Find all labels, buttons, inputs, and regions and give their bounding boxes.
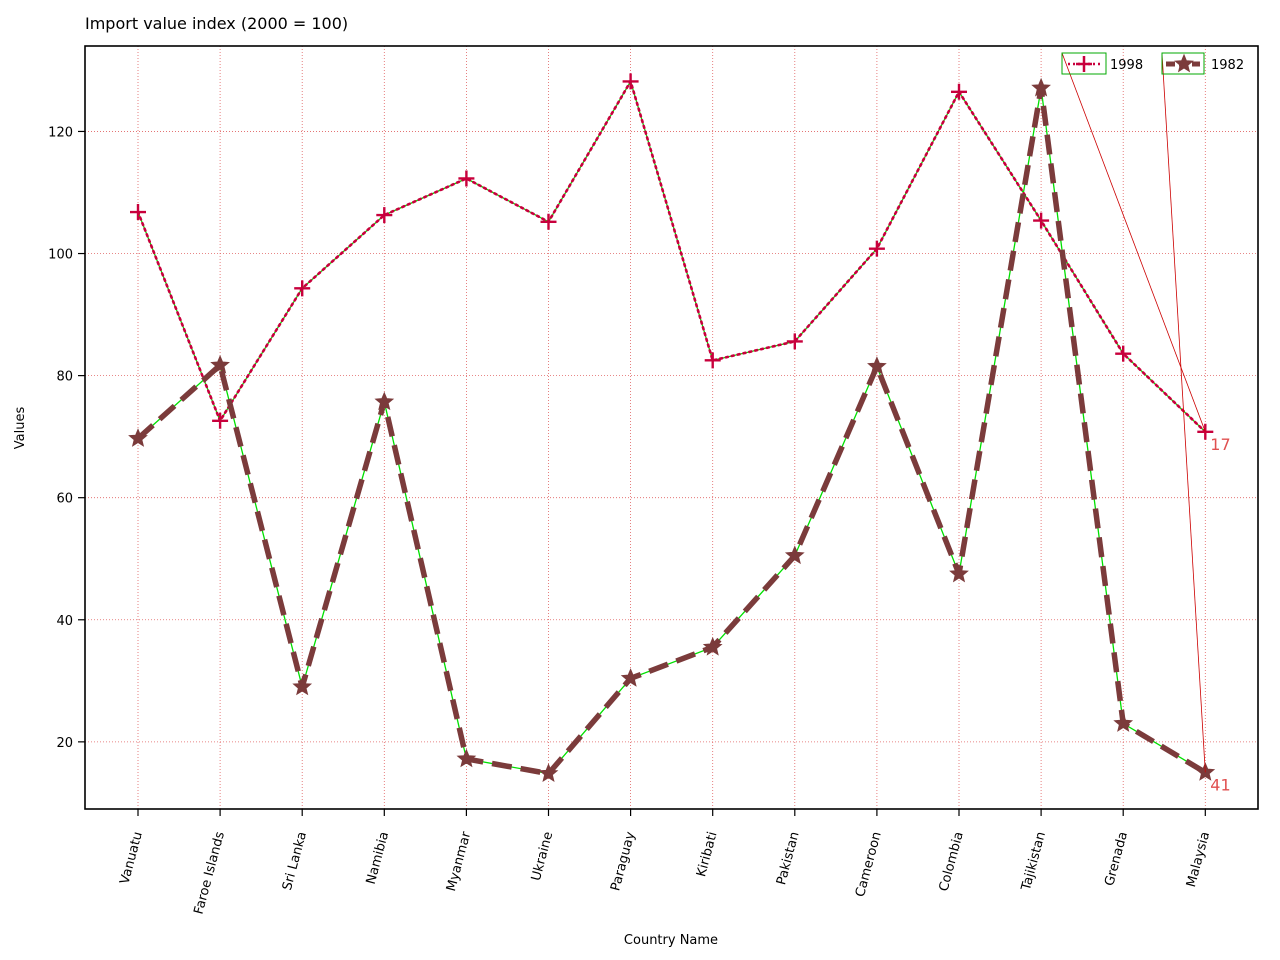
star-marker-1982 — [456, 748, 477, 768]
plus-marker-1998 — [1197, 423, 1214, 440]
star-marker-1982 — [702, 636, 723, 656]
y-tick-label: 80 — [56, 370, 73, 385]
legend-item-1998: 1998 — [1061, 52, 1143, 75]
x-tick-label: Kiribati — [694, 830, 720, 878]
chart-title: Import value index (2000 = 100) — [85, 14, 348, 33]
plus-marker-1998 — [458, 170, 475, 187]
x-tick-label: Namibia — [364, 830, 392, 886]
annotation-leader — [1161, 52, 1206, 773]
y-tick-label: 100 — [48, 248, 73, 263]
series-layer — [128, 73, 1216, 782]
plus-marker-1998 — [376, 207, 393, 224]
y-tick-label: 120 — [48, 125, 73, 140]
plus-marker-1998 — [704, 352, 721, 369]
legend-label-1998: 1998 — [1110, 58, 1143, 73]
x-axis-label: Country Name — [624, 933, 718, 948]
x-tick-label: Faroe Islands — [192, 830, 229, 916]
y-axis-label: Values — [13, 407, 28, 450]
star-marker-1982 — [292, 676, 313, 696]
y-tick-label: 40 — [56, 614, 73, 629]
legend: 1998 1982 — [1061, 52, 1244, 75]
plus-marker-1998 — [951, 83, 967, 100]
star-marker-1982 — [1031, 77, 1051, 97]
plus-marker-icon — [1076, 56, 1092, 72]
plus-marker-1998 — [786, 333, 803, 350]
x-tick-label: Vanuatu — [117, 830, 145, 886]
star-marker-1982 — [210, 354, 230, 374]
plus-marker-1998 — [540, 213, 557, 230]
y-axis-ticks: 20 40 60 80 100 120 — [48, 125, 85, 751]
legend-item-1982: 1982 — [1161, 52, 1244, 75]
legend-label-1982: 1982 — [1211, 58, 1244, 73]
plus-marker-1998 — [212, 412, 229, 429]
plus-marker-1998 — [1033, 212, 1050, 229]
series-line-1982 — [136, 85, 1207, 777]
star-marker-1982 — [1113, 713, 1134, 732]
plus-marker-1998 — [868, 240, 885, 257]
x-tick-label: Grenada — [1102, 830, 1131, 888]
plot-frame — [84, 45, 1259, 810]
y-tick-label: 60 — [56, 492, 73, 507]
x-tick-label: Paraguay — [608, 830, 638, 893]
annotation-label: 17 — [1210, 435, 1230, 454]
x-tick-label: Sri Lanka — [280, 830, 310, 892]
x-tick-label: Ukraine — [529, 830, 556, 882]
x-tick-label: Cameroon — [853, 830, 885, 899]
star-marker-1982 — [784, 545, 805, 565]
star-marker-icon — [1174, 53, 1194, 73]
overlay-line-1998 — [137, 79, 1206, 433]
x-axis-ticks: Vanuatu Faroe Islands Sri Lanka Namibia Myan… — [117, 809, 1213, 916]
x-tick-label: Myanmar — [444, 830, 474, 894]
annotation-label: 41 — [1210, 775, 1230, 794]
star-marker-1982 — [620, 668, 641, 687]
x-tick-label: Colombia — [937, 830, 967, 893]
star-marker-1982 — [867, 356, 887, 375]
y-tick-label: 20 — [56, 736, 73, 751]
annotation-leader — [1061, 52, 1206, 432]
x-tick-label: Pakistan — [774, 830, 803, 886]
grid — [85, 46, 1258, 809]
star-marker-1982 — [128, 428, 148, 447]
plus-marker-1998 — [1115, 345, 1132, 362]
star-marker-1982 — [538, 763, 559, 782]
star-marker-1982 — [949, 563, 969, 583]
plus-marker-1998 — [294, 280, 311, 297]
x-tick-label: Tajikistan — [1019, 830, 1049, 893]
plus-marker-1998 — [130, 204, 146, 221]
x-tick-label: Malaysia — [1184, 830, 1213, 889]
series-line-1998 — [136, 78, 1207, 434]
plus-marker-1998 — [622, 73, 639, 90]
star-marker-1982 — [374, 391, 395, 411]
